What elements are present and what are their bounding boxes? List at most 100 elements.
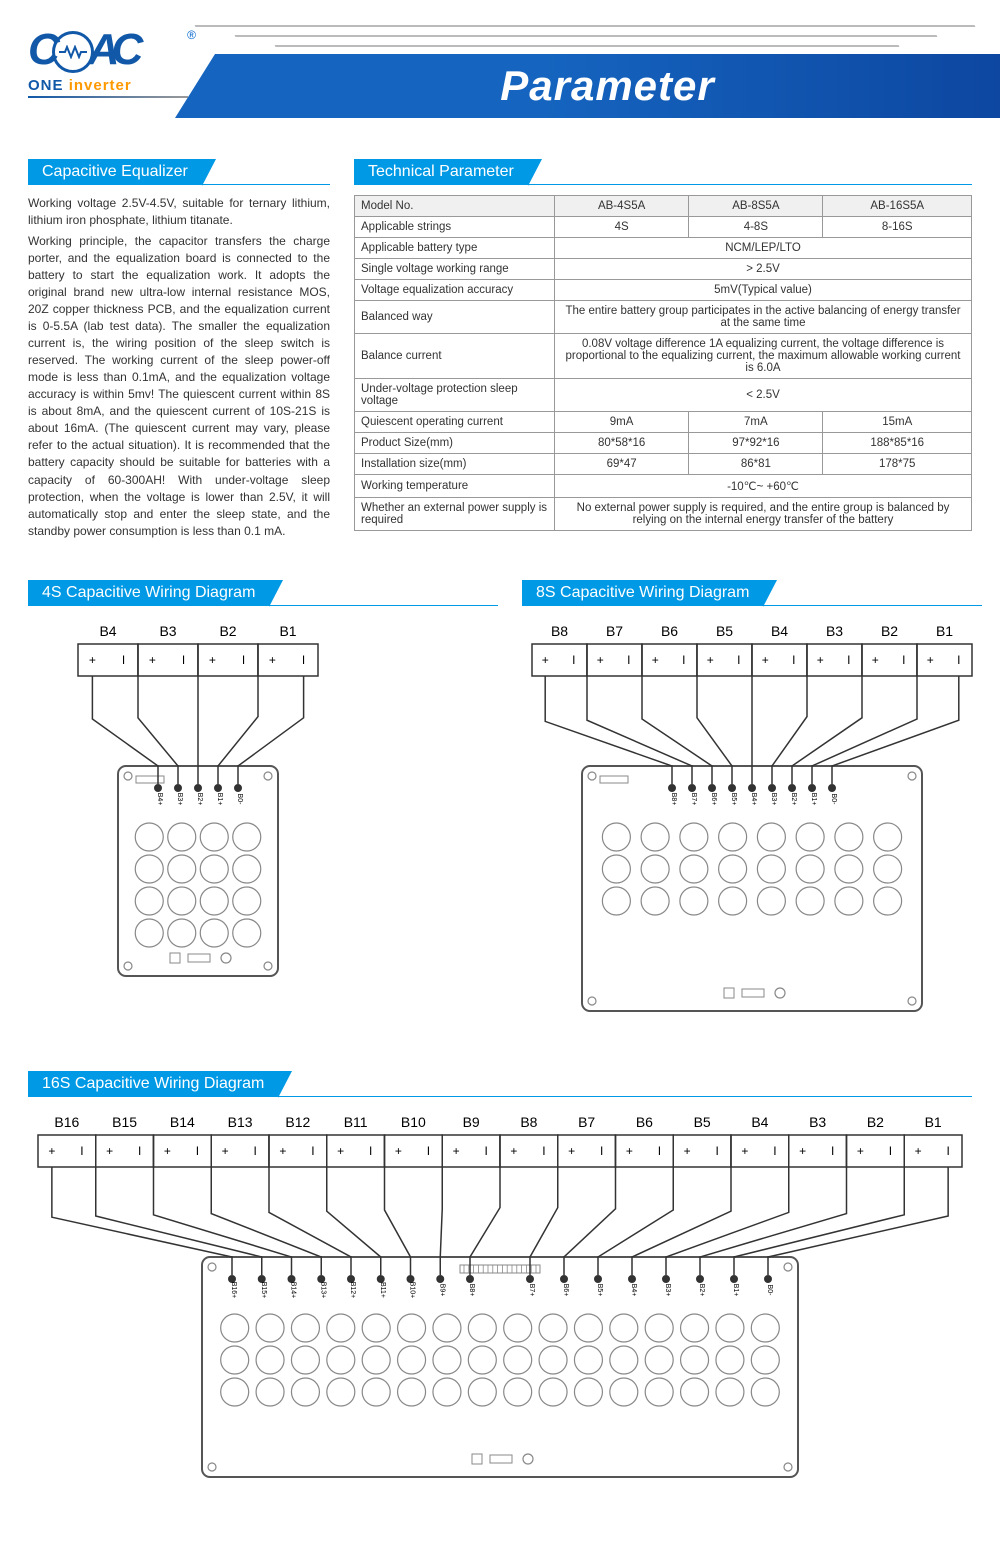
svg-text:+: + <box>684 1144 691 1158</box>
svg-text:I: I <box>957 653 960 667</box>
table-row: Single voltage working range> 2.5V <box>355 259 972 280</box>
svg-text:I: I <box>627 653 630 667</box>
svg-text:B5+: B5+ <box>596 1283 603 1296</box>
svg-text:I: I <box>311 1144 314 1158</box>
diag-4s-heading: 4S Capacitive Wiring Diagram <box>28 580 269 606</box>
diag-8s-heading: 8S Capacitive Wiring Diagram <box>522 580 763 606</box>
svg-text:B1+: B1+ <box>810 792 817 805</box>
svg-text:B8+: B8+ <box>468 1283 475 1296</box>
svg-text:B14+: B14+ <box>290 1281 297 1298</box>
svg-text:B3: B3 <box>159 623 176 639</box>
svg-text:+: + <box>279 1144 286 1158</box>
svg-text:B12: B12 <box>285 1114 310 1130</box>
logo-subtitle: ONE inverter <box>28 77 188 94</box>
svg-text:+: + <box>799 1144 806 1158</box>
row-label: Model No. <box>355 196 555 217</box>
svg-text:B0-: B0- <box>766 1284 773 1296</box>
row-label: Whether an external power supply is requ… <box>355 498 555 531</box>
svg-text:I: I <box>196 1144 199 1158</box>
wiring-diagram-8s: B8+IB7+IB6+IB5+IB4+IB3+IB2+IB1+IB8+B7+B6… <box>522 616 982 1036</box>
svg-text:I: I <box>600 1144 603 1158</box>
svg-text:+: + <box>872 653 879 667</box>
svg-text:B7+: B7+ <box>528 1283 535 1296</box>
svg-text:+: + <box>817 653 824 667</box>
row-label: Single voltage working range <box>355 259 555 280</box>
logo: CAC ® ONE inverter <box>28 30 188 98</box>
row-label: Voltage equalization accuracy <box>355 280 555 301</box>
svg-text:+: + <box>48 1144 55 1158</box>
row-value: The entire battery group participates in… <box>555 301 972 334</box>
svg-text:I: I <box>138 1144 141 1158</box>
row-value: 5mV(Typical value) <box>555 280 972 301</box>
svg-text:B5: B5 <box>716 623 733 639</box>
svg-text:I: I <box>792 653 795 667</box>
svg-text:I: I <box>715 1144 718 1158</box>
svg-text:I: I <box>902 653 905 667</box>
row-value: 9mA <box>555 412 689 433</box>
table-row: Whether an external power supply is requ… <box>355 498 972 531</box>
svg-text:+: + <box>269 653 276 667</box>
svg-text:B5+: B5+ <box>730 792 737 805</box>
svg-text:I: I <box>889 1144 892 1158</box>
row-value: > 2.5V <box>555 259 972 280</box>
svg-text:B8: B8 <box>520 1114 537 1130</box>
svg-text:I: I <box>773 1144 776 1158</box>
svg-text:B0-: B0- <box>236 793 243 805</box>
svg-text:+: + <box>164 1144 171 1158</box>
svg-text:B3: B3 <box>809 1114 826 1130</box>
row-label: Working temperature <box>355 475 555 498</box>
row-value: 86*81 <box>689 454 823 475</box>
svg-text:+: + <box>510 1144 517 1158</box>
svg-text:B13+: B13+ <box>319 1281 326 1298</box>
svg-text:B11+: B11+ <box>379 1282 386 1298</box>
svg-text:B2+: B2+ <box>790 792 797 805</box>
svg-text:B3+: B3+ <box>176 792 183 805</box>
svg-text:+: + <box>927 653 934 667</box>
svg-text:B10: B10 <box>401 1114 426 1130</box>
svg-text:B4: B4 <box>771 623 788 639</box>
svg-text:B7: B7 <box>578 1114 595 1130</box>
svg-text:B9+: B9+ <box>438 1283 445 1296</box>
svg-text:B2: B2 <box>881 623 898 639</box>
svg-text:I: I <box>542 1144 545 1158</box>
svg-text:B16: B16 <box>54 1114 79 1130</box>
svg-text:B0-: B0- <box>830 793 837 805</box>
svg-text:B4+: B4+ <box>156 792 163 805</box>
svg-text:B4: B4 <box>751 1114 768 1130</box>
svg-text:+: + <box>89 653 96 667</box>
svg-text:+: + <box>626 1144 633 1158</box>
svg-text:B1+: B1+ <box>732 1283 739 1296</box>
row-label: Quiescent operating current <box>355 412 555 433</box>
decorative-lines-icon <box>195 25 975 49</box>
table-row: Working temperature-10℃~ +60℃ <box>355 475 972 498</box>
svg-text:B4+: B4+ <box>750 792 757 805</box>
row-value: AB-8S5A <box>689 196 823 217</box>
svg-text:B6+: B6+ <box>562 1283 569 1296</box>
table-row: Product Size(mm)80*58*1697*92*16188*85*1… <box>355 433 972 454</box>
diag-16s-heading: 16S Capacitive Wiring Diagram <box>28 1071 278 1097</box>
svg-text:I: I <box>253 1144 256 1158</box>
svg-text:B12+: B12+ <box>349 1281 356 1298</box>
row-value: AB-4S5A <box>555 196 689 217</box>
svg-text:B9: B9 <box>463 1114 480 1130</box>
row-label: Product Size(mm) <box>355 433 555 454</box>
equalizer-para-2: Working principle, the capacitor transfe… <box>28 233 330 540</box>
table-row: Under-voltage protection sleep voltage< … <box>355 379 972 412</box>
svg-text:+: + <box>106 1144 113 1158</box>
svg-text:B8+: B8+ <box>670 792 677 805</box>
header: CAC ® ONE inverter Parameter <box>0 0 1000 135</box>
table-row: Model No.AB-4S5AAB-8S5AAB-16S5A <box>355 196 972 217</box>
svg-text:B3+: B3+ <box>770 792 777 805</box>
svg-text:B6+: B6+ <box>710 792 717 805</box>
row-label: Installation size(mm) <box>355 454 555 475</box>
equalizer-heading: Capacitive Equalizer <box>28 159 202 185</box>
svg-text:B16+: B16+ <box>230 1281 237 1298</box>
table-row: Balance current0.08V voltage difference … <box>355 334 972 379</box>
svg-text:B15+: B15+ <box>260 1281 267 1298</box>
row-value: < 2.5V <box>555 379 972 412</box>
row-label: Under-voltage protection sleep voltage <box>355 379 555 412</box>
row-value: 188*85*16 <box>823 433 972 454</box>
svg-text:+: + <box>337 1144 344 1158</box>
svg-text:B3+: B3+ <box>664 1283 671 1296</box>
svg-text:I: I <box>737 653 740 667</box>
